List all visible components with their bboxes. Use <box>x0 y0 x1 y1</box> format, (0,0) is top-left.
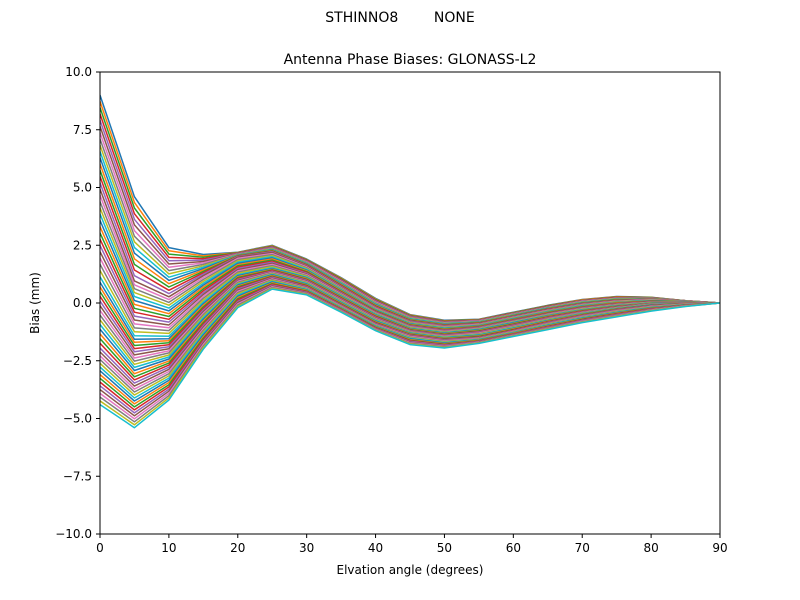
series-line <box>100 288 720 429</box>
x-tick-label: 80 <box>643 541 658 555</box>
x-tick-label: 70 <box>575 541 590 555</box>
series-group <box>100 94 720 429</box>
x-axis: 0 10 20 30 40 50 60 70 80 90 <box>96 534 728 555</box>
x-tick-label: 60 <box>506 541 521 555</box>
y-axis: −10.0 −7.5 −5.0 −2.5 0.0 2.5 5.0 7.5 10.0 <box>55 65 100 541</box>
y-tick-label: 10.0 <box>65 65 92 79</box>
x-tick-label: 30 <box>299 541 314 555</box>
x-tick-label: 10 <box>161 541 176 555</box>
y-tick-label: −2.5 <box>63 354 92 368</box>
figure-suptitle: STHINNO8 NONE <box>325 10 475 26</box>
y-tick-label: 5.0 <box>73 181 92 195</box>
x-tick-label: 90 <box>712 541 727 555</box>
x-tick-label: 50 <box>437 541 452 555</box>
x-axis-label: Elvation angle (degrees) <box>337 563 484 577</box>
x-tick-label: 0 <box>96 541 104 555</box>
y-tick-label: −10.0 <box>55 527 92 541</box>
x-tick-label: 20 <box>230 541 245 555</box>
y-tick-label: 2.5 <box>73 238 92 252</box>
chart-title: Antenna Phase Biases: GLONASS-L2 <box>284 52 537 68</box>
y-tick-label: −7.5 <box>63 469 92 483</box>
x-tick-label: 40 <box>368 541 383 555</box>
y-tick-label: 7.5 <box>73 123 92 137</box>
y-axis-label: Bias (mm) <box>28 272 42 334</box>
y-tick-label: −5.0 <box>63 412 92 426</box>
y-tick-label: 0.0 <box>73 296 92 310</box>
